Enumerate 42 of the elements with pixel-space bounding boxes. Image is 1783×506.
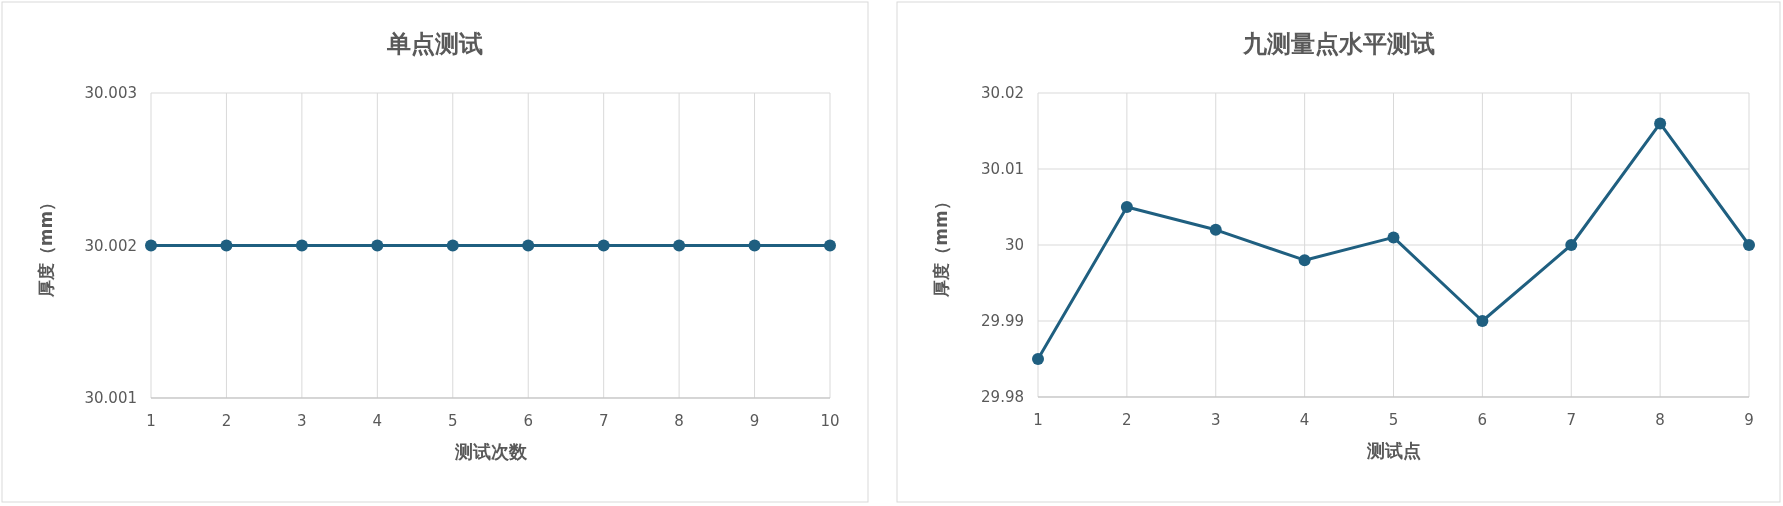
x-tick-label: 6 [1477,411,1488,429]
x-axis-title: 测试次数 [453,441,528,462]
point [1387,231,1400,244]
x-tick-label: 9 [749,412,760,430]
point [1120,201,1133,213]
point [1654,117,1667,130]
y-tick-label: 30.001 [84,389,137,407]
y-tick-label: 29.98 [981,388,1024,406]
point [1209,223,1222,236]
x-tick-label: 9 [1744,411,1754,429]
y-tick-label: 30.02 [981,84,1024,102]
x-tick-label: 3 [1210,411,1221,429]
x-tick-label: 2 [1122,411,1132,429]
x-tick-label: 1 [146,412,156,430]
x-tick-label: 2 [221,412,232,430]
point [1298,254,1311,267]
x-tick-label: 8 [674,412,684,430]
chart-title: 单点测试 [386,30,483,58]
x-tick-label: 3 [297,412,307,430]
x-tick-label: 6 [523,412,533,430]
x-tick-label: 5 [448,412,458,430]
y-axis-title: 厚度（mm） [36,193,56,299]
x-tick-label: 4 [1299,411,1310,429]
y-tick-label: 30.01 [981,160,1024,178]
x-tick-label: 7 [598,412,609,430]
y-tick-label: 30.003 [84,84,137,102]
point [1743,239,1755,251]
y-tick-label: 30.002 [84,236,137,255]
x-tick-label: 8 [1655,411,1665,429]
x-tick-label: 1 [1033,411,1043,429]
x-axis-title: 测试点 [1365,440,1421,461]
point [1476,315,1489,327]
x-tick-label: 10 [820,412,840,430]
y-tick-label: 30 [1004,236,1024,254]
x-tick-label: 5 [1388,411,1399,429]
chart-title: 九测量点水平测试 [1241,30,1435,58]
y-axis-title: 厚度（mm） [931,193,951,298]
y-tick-label: 29.99 [981,312,1024,330]
point [1032,353,1044,365]
x-tick-label: 7 [1566,411,1577,429]
x-tick-label: 4 [372,412,383,430]
point [1565,239,1578,251]
